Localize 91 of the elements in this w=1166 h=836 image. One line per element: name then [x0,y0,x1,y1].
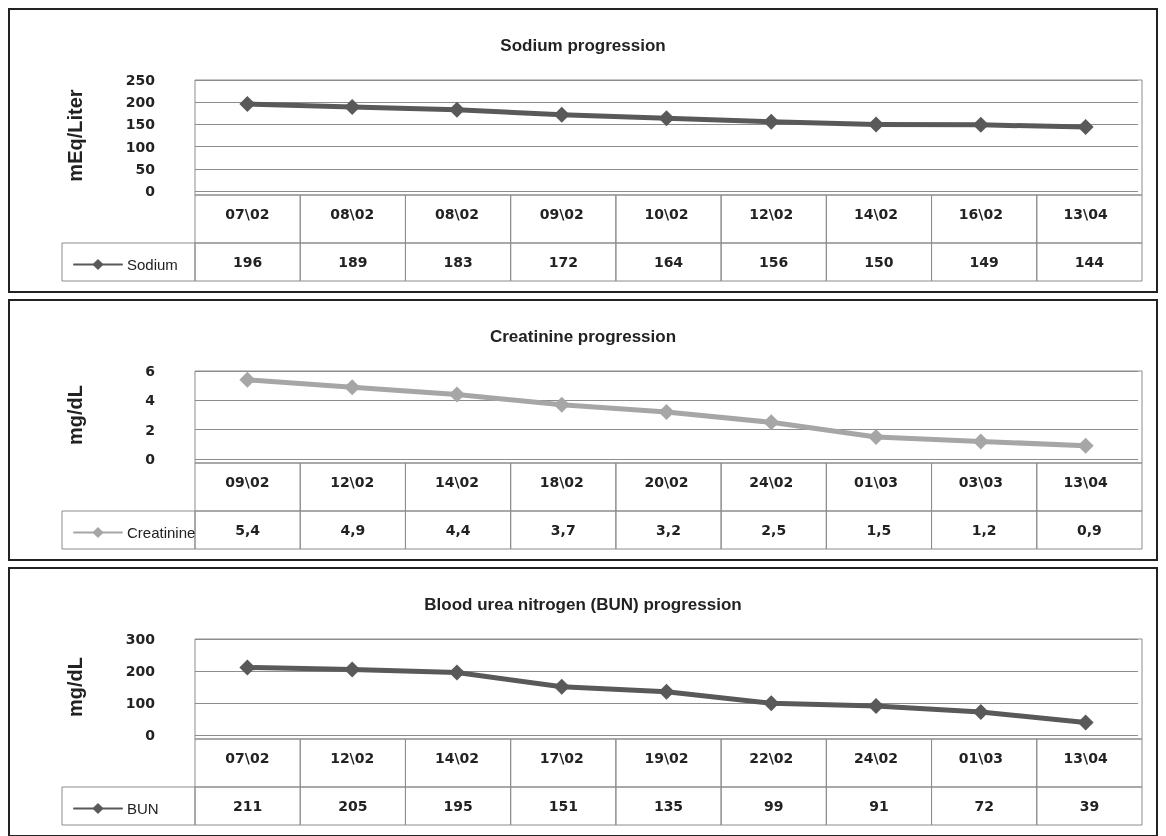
y-tick-label: 250 [125,72,156,88]
x-tick-label: 01\03 [958,750,1003,766]
y-tick-label: 0 [145,183,156,199]
x-tick-label: 09\02 [225,474,270,490]
x-tick-label: 12\02 [330,750,375,766]
x-tick-label: 12\02 [749,206,794,222]
x-tick-label: 24\02 [854,750,899,766]
y-tick-label: 100 [125,138,156,155]
x-tick-label: 07\02 [225,206,270,222]
data-label: 1,2 [971,522,997,538]
y-axis-title: mEq/Liter [64,89,86,182]
point [239,659,256,676]
point [553,396,570,413]
x-tick-label: 10\02 [644,206,689,222]
data-label: 3,7 [550,522,576,538]
x-tick-label: 18\02 [539,474,584,490]
y-tick-label: 300 [125,631,156,647]
data-label: 0,9 [1076,522,1102,538]
point [239,95,256,112]
data-label: 135 [653,798,684,814]
point [239,371,256,388]
data-label: 5,4 [235,522,261,538]
x-tick-label: 13\04 [1063,474,1108,490]
data-label: 1,5 [866,522,892,538]
y-tick-label: 50 [135,160,156,177]
y-axis-title: mg/dL [64,657,86,717]
data-label: 72 [974,798,994,814]
data-label: 189 [338,254,368,270]
x-tick-label: 13\04 [1063,750,1108,766]
data-label: 196 [232,254,263,270]
legend-label: Sodium [127,256,178,273]
data-label: 195 [443,798,473,814]
data-label: 149 [969,254,999,270]
x-tick-label: 20\02 [644,474,689,490]
chart-title: Blood urea nitrogen (BUN) progression [424,595,742,614]
legend-label: BUN [127,800,159,817]
data-label: 172 [548,254,578,270]
chart-title: Sodium progression [500,36,666,55]
x-tick-label: 13\04 [1063,206,1108,222]
y-tick-label: 2 [145,421,155,438]
legend-label: Creatinine [127,524,196,541]
y-tick-label: 100 [125,695,156,711]
data-label: 211 [232,798,263,814]
data-label: 144 [1074,254,1105,270]
data-label: 151 [548,798,578,814]
data-label: 4,9 [340,522,366,538]
point [344,379,361,396]
data-label: 205 [338,798,368,814]
y-axis-title: mg/dL [64,385,86,445]
x-tick-label: 07\02 [225,750,270,766]
x-tick-label: 09\02 [539,206,584,222]
y-tick-label: 6 [145,363,155,379]
data-label: 2,5 [761,522,787,538]
point [1077,714,1094,731]
y-tick-label: 0 [145,727,156,743]
point [763,113,780,130]
x-tick-label: 14\02 [434,474,479,490]
point [344,661,361,678]
data-label: 156 [759,254,789,270]
x-tick-label: 14\02 [854,206,899,222]
data-label: 91 [869,798,889,814]
x-tick-label: 17\02 [539,750,584,766]
point [658,404,675,421]
x-tick-label: 24\02 [749,474,794,490]
x-tick-label: 14\02 [434,750,479,766]
chart-title: Creatinine progression [489,327,677,346]
point [553,678,570,695]
point [763,414,780,431]
y-tick-label: 4 [145,392,156,409]
point [972,433,989,450]
data-label: 39 [1079,798,1100,814]
data-label: 150 [864,254,894,270]
data-label: 99 [763,798,784,814]
y-tick-label: 200 [125,94,156,111]
point [448,386,465,403]
data-label: 4,4 [445,522,471,538]
data-label: 164 [653,254,684,270]
x-tick-label: 03\03 [958,474,1003,490]
y-tick-label: 0 [145,451,156,467]
y-tick-label: 150 [125,116,156,133]
x-tick-label: 08\02 [434,206,479,222]
x-tick-label: 01\03 [854,474,899,490]
x-tick-label: 12\02 [330,474,375,490]
data-label: 183 [443,254,473,270]
x-tick-label: 22\02 [749,750,794,766]
x-tick-label: 19\02 [644,750,689,766]
x-tick-label: 16\02 [958,206,1003,222]
point [1077,119,1094,136]
x-tick-label: 08\02 [330,206,375,222]
data-label: 3,2 [656,522,681,538]
y-tick-label: 200 [125,663,156,679]
